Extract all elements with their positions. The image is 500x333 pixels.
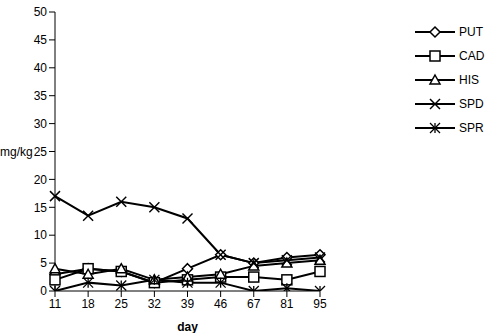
svg-text:25: 25 — [34, 145, 48, 159]
svg-text:30: 30 — [34, 117, 48, 131]
svg-text:32: 32 — [148, 297, 162, 311]
html-text:SPD: SPD — [459, 97, 484, 111]
html-text:PUT: PUT — [459, 25, 483, 39]
svg-text:5: 5 — [40, 256, 47, 270]
svg-text:11: 11 — [49, 297, 62, 311]
svg-text:mg/kg: mg/kg — [8, 145, 33, 159]
svg-text:40: 40 — [34, 61, 48, 75]
svg-text:45: 45 — [34, 33, 48, 47]
html-text:CAD: CAD — [459, 49, 485, 63]
svg-text:25: 25 — [115, 297, 129, 311]
svg-text:15: 15 — [34, 201, 48, 215]
svg-text:81: 81 — [280, 297, 294, 311]
svg-text:95: 95 — [313, 297, 327, 311]
svg-text:18: 18 — [81, 297, 95, 311]
svg-text:67: 67 — [247, 297, 261, 311]
html-text:SPR: SPR — [459, 121, 484, 135]
svg-text:39: 39 — [181, 297, 195, 311]
svg-text:10: 10 — [34, 228, 48, 242]
html-text:HIS: HIS — [459, 73, 479, 87]
svg-text:20: 20 — [34, 173, 48, 187]
svg-text:50: 50 — [34, 5, 48, 19]
svg-text:0: 0 — [40, 284, 47, 298]
svg-text:46: 46 — [214, 297, 228, 311]
svg-text:35: 35 — [34, 89, 48, 103]
svg-text:day: day — [177, 320, 198, 333]
